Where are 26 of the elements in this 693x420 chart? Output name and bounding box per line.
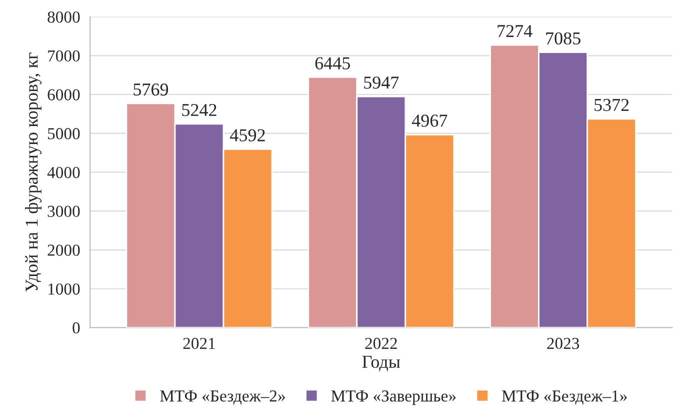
y-tick-label: 5000 <box>48 128 80 140</box>
y-axis-title: Удой на 1 фуражную корову, кг <box>25 52 42 292</box>
y-tick-label: 6000 <box>48 89 80 100</box>
y-tick-label: 7000 <box>48 50 80 62</box>
x-axis-title: Годы <box>362 356 400 372</box>
y-tick-label: 8000 <box>48 12 80 23</box>
data-label: 5947 <box>364 76 399 89</box>
data-label: 7274 <box>498 25 532 37</box>
legend-label: МТФ «Бездеж–2» <box>160 390 285 405</box>
data-label: 5372 <box>594 98 629 112</box>
y-tick-label: 4000 <box>47 166 80 178</box>
data-label: 7085 <box>546 32 580 45</box>
data-label: 5769 <box>134 84 168 96</box>
legend-label: МТФ «Завершье» <box>331 390 456 405</box>
data-label: 4967 <box>412 114 448 127</box>
x-tick-label: 2023 <box>547 338 580 350</box>
legend-label: МТФ «Бездеж–1» <box>502 390 627 405</box>
y-tick-label: 0 <box>72 322 80 334</box>
x-tick-label: 2022 <box>365 338 397 350</box>
y-tick-label: 2000 <box>48 244 80 256</box>
data-label: 5242 <box>182 104 216 116</box>
y-tick-label: 3000 <box>48 206 80 217</box>
data-label: 4592 <box>230 129 265 142</box>
x-tick-label: 2021 <box>183 338 215 350</box>
y-tick-label: 1000 <box>48 283 80 295</box>
data-label: 6445 <box>315 57 350 70</box>
